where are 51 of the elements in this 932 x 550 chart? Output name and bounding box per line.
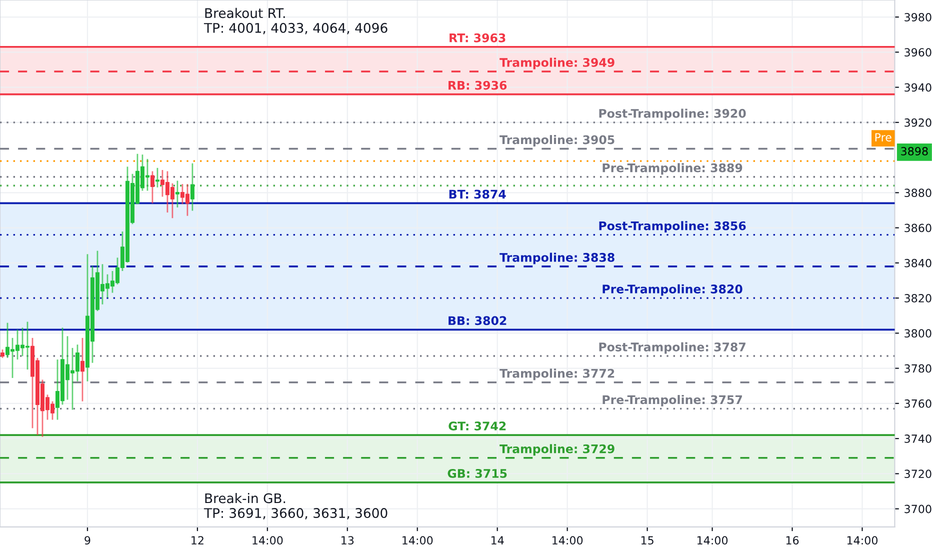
ref-line-label: GB: 3715 (448, 468, 507, 478)
annotation: Break-in GB. TP: 3691, 3660, 3631, 3600 (204, 493, 388, 520)
y-tick-label: 3840 (904, 258, 932, 268)
x-tick-label: 13 (342, 536, 354, 545)
ref-line-label: BB: 3802 (448, 316, 506, 326)
y-tick-label: 3740 (904, 434, 932, 443)
annotation: Breakout RT. TP: 4001, 4033, 4064, 4096 (204, 8, 388, 34)
ref-line-label: Post-Trampoline: 3856 (599, 221, 746, 233)
ref-line-label: Trampoline: 3729 (500, 444, 614, 456)
ref-line-label: Post-Trampoline: 3787 (599, 342, 746, 354)
candlestick (150, 170, 154, 204)
y-tick-label: 3720 (904, 470, 932, 478)
ref-line-label: Trampoline: 3949 (500, 58, 614, 70)
ref-line-label: RB: 3936 (448, 80, 507, 90)
x-tick-label: 15 (641, 536, 654, 545)
x-tick-label: 14:00 (402, 536, 433, 545)
y-tick-label: 3760 (904, 399, 932, 408)
y-tick-label: 3980 (904, 13, 932, 22)
annotation: Pre (875, 133, 892, 142)
ref-line-label: Pre-Trampoline: 3889 (602, 163, 742, 175)
y-tick-label: 3820 (904, 294, 932, 302)
ref-line-label: Post-Trampoline: 3920 (599, 108, 746, 120)
y-tick-label: 3940 (904, 83, 932, 92)
text: 3898 (901, 146, 928, 156)
y-tick-label: 3920 (904, 118, 932, 127)
y-tick-label: 3780 (904, 364, 932, 373)
ref-line-label: Trampoline: 3772 (500, 368, 614, 380)
ref-line-label: BT: 3874 (449, 190, 506, 199)
ref-line-label: RT: 3963 (450, 33, 506, 42)
candlestick (175, 180, 180, 208)
x-tick-label: 14 (491, 536, 504, 544)
y-tick-label: 3860 (904, 224, 932, 232)
x-tick-label: 14:00 (847, 536, 878, 545)
x-tick-label: 14:00 (697, 536, 728, 545)
x-tick-label: 14:00 (552, 536, 583, 545)
x-tick-label: 16 (786, 536, 799, 545)
y-tick-label: 3800 (904, 329, 932, 338)
x-tick-label: 12 (192, 536, 204, 544)
ref-line-label: Trampoline: 3905 (500, 135, 614, 146)
x-tick-label: 9 (84, 536, 90, 545)
candlestick (80, 337, 84, 402)
x-tick-label: 14:00 (252, 536, 283, 545)
ref-line-label: Pre-Trampoline: 3757 (602, 394, 742, 406)
ref-line-label: Pre-Trampoline: 3820 (602, 284, 742, 296)
y-tick-label: 3880 (904, 188, 932, 198)
ref-line-label: Trampoline: 3838 (500, 252, 614, 264)
ref-line-label: GT: 3742 (448, 422, 506, 430)
y-tick-label: 3960 (904, 48, 932, 57)
candlestick (190, 162, 194, 212)
y-tick-label: 3700 (904, 504, 932, 514)
candlestick (155, 167, 160, 188)
